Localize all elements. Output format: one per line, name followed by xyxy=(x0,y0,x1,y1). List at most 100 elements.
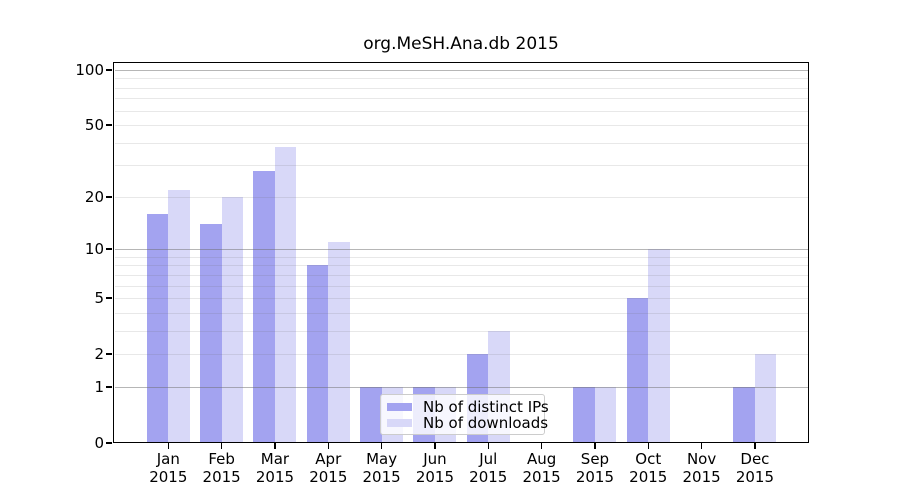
bar-nb-of-distinct-ips-apr xyxy=(306,265,329,443)
gridline-minor xyxy=(114,98,808,100)
bar-nb-of-downloads-dec xyxy=(754,354,777,443)
bar-nb-of-distinct-ips-oct xyxy=(626,298,649,443)
x-tick-label-feb: Feb 2015 xyxy=(180,450,264,486)
x-tick-year: 2015 xyxy=(309,467,348,486)
bar-nb-of-distinct-ips-mar xyxy=(253,170,275,443)
x-tick-label-may: May 2015 xyxy=(340,450,424,486)
x-tick-year: 2015 xyxy=(522,467,561,486)
x-tick-month: Apr xyxy=(315,450,342,468)
bar-nb-of-downloads-apr xyxy=(328,242,350,443)
x-tick-month: Oct xyxy=(635,450,662,468)
x-tick-month: Nov xyxy=(686,450,717,468)
bar-nb-of-downloads-feb xyxy=(221,196,244,443)
x-tick-month: Aug xyxy=(526,450,557,468)
y-tick-mark xyxy=(106,69,112,71)
x-tick-month: Jun xyxy=(423,450,447,468)
gridline-minor xyxy=(114,274,808,276)
bar-nb-of-distinct-ips-dec xyxy=(733,386,755,443)
bar-nb-of-downloads-jan xyxy=(168,189,190,443)
x-tick-mark xyxy=(167,443,170,449)
x-tick-year: 2015 xyxy=(469,467,508,486)
y-tick-mark xyxy=(106,196,112,198)
y-tick-label: 0 xyxy=(94,434,104,452)
bar-nb-of-downloads-oct xyxy=(648,249,670,443)
legend-swatch-downloads xyxy=(387,419,412,427)
gridline-minor xyxy=(114,312,808,314)
x-tick-label-jun: Jun 2015 xyxy=(393,450,477,486)
gridline-minor xyxy=(114,165,808,167)
gridline-major xyxy=(114,70,808,71)
y-tick-mark xyxy=(106,442,112,444)
x-tick-label-apr: Apr 2015 xyxy=(286,450,370,486)
y-tick-mark xyxy=(106,353,112,355)
x-tick-label-jan: Jan 2015 xyxy=(126,450,210,486)
gridline-minor xyxy=(114,196,808,198)
legend-swatch-distinct-ips xyxy=(387,403,412,411)
y-tick-mark xyxy=(106,386,112,388)
gridline-major xyxy=(114,386,808,388)
x-tick-label-aug: Aug 2015 xyxy=(500,450,584,486)
bar-nb-of-distinct-ips-sep xyxy=(573,386,595,443)
y-tick-mark xyxy=(106,124,112,126)
y-tick-mark xyxy=(106,248,112,250)
x-tick-mark xyxy=(380,443,383,449)
gridline-minor xyxy=(114,330,808,332)
x-tick-mark xyxy=(647,443,650,449)
gridline-minor xyxy=(114,125,808,127)
y-tick-label: 2 xyxy=(94,345,104,364)
legend-label-distinct-ips: Nb of distinct IPs xyxy=(423,398,549,416)
gridline-minor xyxy=(114,142,808,144)
y-tick-label: 100 xyxy=(75,61,104,79)
bar-nb-of-distinct-ips-jan xyxy=(146,214,169,443)
x-tick-month: Sep xyxy=(580,450,610,468)
x-tick-mark xyxy=(754,443,756,449)
x-tick-year: 2015 xyxy=(629,467,668,486)
bar-nb-of-distinct-ips-may xyxy=(360,386,382,443)
x-tick-mark xyxy=(700,443,703,449)
bar-nb-of-downloads-sep xyxy=(594,386,617,443)
y-tick-mark xyxy=(106,297,112,299)
x-tick-mark xyxy=(487,443,490,449)
x-tick-month: May xyxy=(366,450,398,468)
x-tick-mark xyxy=(220,443,223,449)
x-tick-year: 2015 xyxy=(682,467,721,486)
x-tick-year: 2015 xyxy=(255,467,295,486)
gridline-minor xyxy=(114,265,808,267)
x-tick-label-dec: Dec 2015 xyxy=(713,450,797,486)
x-tick-label-nov: Nov 2015 xyxy=(660,450,744,486)
y-tick-label: 50 xyxy=(84,116,104,135)
x-tick-month: Jul xyxy=(479,450,498,468)
y-tick-label: 10 xyxy=(84,240,104,259)
x-tick-label-sep: Sep 2015 xyxy=(553,450,637,486)
gridline-minor xyxy=(114,110,808,112)
gridline-minor xyxy=(114,298,808,300)
legend-item-distinct-ips: Nb of distinct IPs xyxy=(387,399,549,415)
x-tick-year: 2015 xyxy=(575,467,615,486)
gridline-minor xyxy=(114,285,808,287)
x-tick-mark xyxy=(434,443,436,449)
legend: Nb of distinct IPs Nb of downloads xyxy=(380,394,549,435)
x-tick-mark xyxy=(540,443,543,449)
chart-title: org.MeSH.Ana.db 2015 xyxy=(363,34,559,54)
gridline-minor xyxy=(114,354,808,356)
x-tick-label-oct: Oct 2015 xyxy=(606,450,690,486)
gridline-major xyxy=(114,249,808,251)
x-tick-label-jul: Jul 2015 xyxy=(446,450,530,486)
y-tick-label: 20 xyxy=(84,187,104,206)
x-tick-year: 2015 xyxy=(202,467,241,486)
x-tick-month: Jan xyxy=(156,450,180,468)
x-tick-month: Dec xyxy=(740,450,770,468)
x-tick-year: 2015 xyxy=(362,467,401,486)
x-tick-year: 2015 xyxy=(415,467,455,486)
x-tick-mark xyxy=(594,443,596,449)
x-tick-month: Feb xyxy=(208,450,235,468)
x-tick-label-mar: Mar 2015 xyxy=(233,450,317,486)
gridline-minor xyxy=(114,256,808,258)
legend-item-downloads: Nb of downloads xyxy=(387,415,548,431)
y-tick-label: 5 xyxy=(94,289,104,308)
gridline-minor xyxy=(114,87,808,89)
bar-nb-of-distinct-ips-feb xyxy=(200,224,222,443)
y-tick-label: 1 xyxy=(94,377,104,396)
x-tick-year: 2015 xyxy=(735,467,775,486)
